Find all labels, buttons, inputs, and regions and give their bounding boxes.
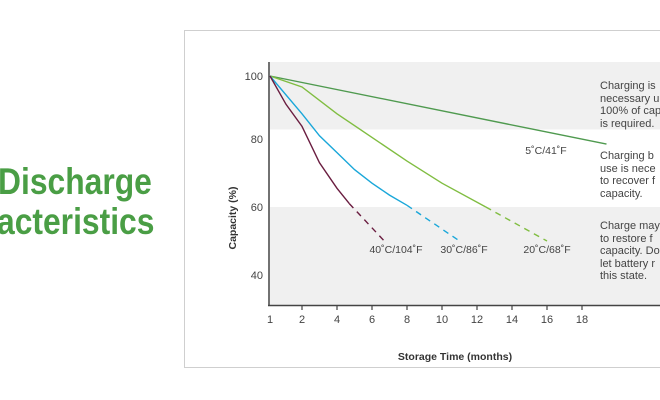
series-dashed-3 [348,203,385,242]
capacity-band [270,62,660,130]
note-line: is required. [600,117,655,130]
series-line-2 [269,75,408,206]
note-line: let battery r [600,257,656,270]
x-tick-label: 14 [506,314,518,326]
x-tick-label: 10 [436,314,448,326]
note-line: Charge may [600,220,660,232]
note-line: capacity. Do [600,245,660,257]
note-line: this state. [600,270,648,282]
series-line-3 [269,75,350,205]
x-tick-label: 2 [299,314,305,326]
x-tick-label: 6 [369,314,375,326]
x-tick-label: 8 [404,314,410,326]
series-line-0 [269,75,607,145]
note-line: Charging is [600,80,656,92]
series-line-1 [269,75,487,208]
note-line: necessary u [600,92,660,105]
note-line: 100% of cap [600,105,660,117]
note-1: Charging is necessary u 100% of cap is r… [600,80,660,130]
note-3: Charge may to restore f capacity. Do let… [600,220,660,283]
y-tick-label: 40 [251,270,263,282]
series-label: 20˚C/68˚F [523,244,570,256]
y-tick-label: 60 [251,202,263,214]
y-tick-label: 80 [251,134,263,146]
heading-line-1: Discharge [0,161,152,202]
y-axis-label: Capacity (%) [227,186,239,249]
chart-panel [184,30,660,368]
note-line: use is nece [600,162,656,175]
note-line: Charging b [600,150,654,162]
x-axis-label: Storage Time (months) [398,351,512,363]
x-tick-label: 4 [334,314,340,326]
heading-line-2: acteristics [0,201,155,242]
x-tick-label: 12 [471,314,483,326]
y-tick-label: 100 [245,71,263,83]
note-line: to recover f [600,175,656,187]
x-tick-label: 1 [267,314,273,326]
capacity-band [270,207,660,305]
series-dashed-1 [485,206,548,242]
x-tick-label: 18 [576,314,588,326]
note-line: capacity. [600,187,643,200]
x-tick-label: 16 [541,314,553,326]
series-label: 30˚C/86˚F [440,244,487,256]
series-label: 40˚C/104˚F [369,244,422,256]
note-line: to restore f [600,232,653,245]
series-label: 5˚C/41˚F [525,145,566,157]
note-2: Charging b use is nece to recover f capa… [600,150,656,200]
